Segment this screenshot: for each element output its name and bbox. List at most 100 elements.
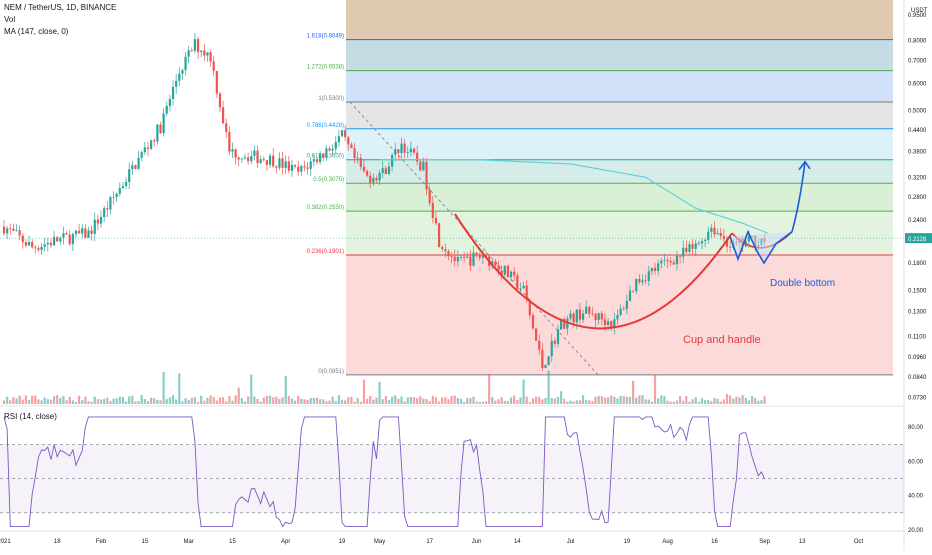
candle-body: [259, 159, 262, 164]
candle-body: [375, 178, 378, 181]
volume-bar: [525, 396, 528, 404]
volume-bar: [738, 397, 741, 404]
candle-body: [78, 230, 81, 234]
volume-bar: [710, 401, 713, 404]
volume-bar: [218, 397, 222, 404]
candle-body: [475, 252, 478, 255]
candle-body: [710, 227, 713, 232]
price-tick-label: 0.0730: [908, 396, 927, 402]
candle-body: [284, 161, 287, 168]
candle-body: [697, 243, 700, 245]
candle-body: [641, 280, 644, 283]
candle-body: [666, 259, 669, 262]
candle-body: [74, 230, 78, 235]
candle-body: [506, 265, 510, 278]
candle-body: [494, 261, 497, 266]
price-tick-label: 0.8000: [908, 39, 927, 45]
candle-body: [575, 309, 578, 323]
candle-body: [622, 308, 625, 310]
volume-bar: [140, 395, 143, 404]
price-tick-label: 0.1100: [908, 335, 927, 341]
volume-bar: [729, 395, 732, 404]
fib-level-label: 0.786(0.4428): [307, 123, 344, 129]
candle-body: [372, 178, 375, 183]
volume-bar: [375, 397, 378, 404]
candle-body: [200, 50, 203, 52]
candle-body: [362, 166, 366, 171]
candle-body: [522, 285, 525, 289]
candle-body: [159, 124, 162, 134]
candle-body: [143, 147, 146, 153]
candle-body: [253, 150, 256, 156]
volume-bar: [416, 398, 419, 404]
volume-bar: [560, 391, 563, 404]
candle-body: [134, 165, 137, 169]
volume-bar: [99, 399, 103, 404]
volume-bar: [187, 400, 190, 404]
volume-bar: [682, 400, 685, 404]
volume-bar: [672, 401, 675, 404]
volume-bar: [641, 395, 644, 404]
volume-bar: [441, 397, 444, 404]
time-tick-label: 19: [339, 539, 346, 545]
volume-bar: [303, 399, 306, 404]
volume-bar: [59, 397, 62, 404]
candle-body: [137, 157, 140, 169]
volume-bar: [146, 400, 150, 404]
price-tick-label: 0.3800: [908, 150, 927, 156]
volume-bar: [121, 396, 125, 404]
price-tick-label: 0.9500: [908, 13, 927, 19]
volume-bar: [209, 395, 212, 404]
candle-body: [628, 290, 632, 301]
candle-body: [231, 149, 234, 152]
candle-body: [87, 230, 90, 238]
volume-bar: [394, 395, 397, 404]
candle-body: [178, 73, 181, 81]
candle-body: [322, 153, 325, 158]
volume-bar: [12, 397, 15, 404]
candle-body: [553, 340, 556, 344]
candle-body: [700, 241, 704, 244]
candle-body: [171, 86, 175, 100]
volume-bar: [40, 400, 43, 404]
candle-body: [281, 158, 284, 168]
time-tick-label: Feb: [96, 539, 107, 545]
candle-body: [331, 148, 334, 151]
candle-body: [31, 242, 34, 248]
rsi-legend[interactable]: RSI (14, close): [4, 412, 57, 421]
volume-bar: [660, 395, 663, 404]
ma-legend[interactable]: MA (147, close, 0): [4, 27, 69, 36]
fib-level-label: 0.236(0.1901): [307, 249, 344, 255]
time-tick-label: Oct: [854, 539, 864, 545]
price-tick-label: 0.1800: [908, 261, 927, 267]
volume-bar: [137, 401, 140, 404]
volume-bar: [422, 398, 425, 404]
candle-body: [585, 306, 588, 314]
candle-body: [49, 242, 53, 246]
candle-body: [632, 290, 635, 292]
candle-body: [350, 144, 353, 149]
volume-bar: [96, 399, 99, 404]
candle-body: [218, 93, 222, 108]
volume-bar: [453, 395, 456, 404]
volume-bar: [516, 400, 519, 404]
volume-bar: [153, 398, 156, 404]
volume-bar: [409, 396, 412, 404]
candle-body: [319, 153, 322, 163]
candle-body: [419, 161, 422, 171]
symbol-title[interactable]: NEM / TetherUS, 1D, BINANCE: [4, 3, 117, 12]
volume-bar: [763, 396, 766, 404]
price-tick-label: 0.1500: [908, 288, 927, 294]
cup-curve: [454, 213, 733, 330]
volume-bar: [9, 400, 12, 404]
candle-body: [234, 149, 237, 158]
volume-legend[interactable]: Vol: [4, 15, 16, 24]
candle-body: [406, 152, 409, 153]
volume-bar: [46, 399, 49, 404]
candle-body: [519, 288, 522, 290]
candle-body: [516, 275, 519, 289]
volume-bar: [500, 397, 503, 404]
volume-bar: [293, 400, 297, 404]
volume-bar: [231, 400, 234, 404]
volume-bar: [15, 398, 18, 404]
